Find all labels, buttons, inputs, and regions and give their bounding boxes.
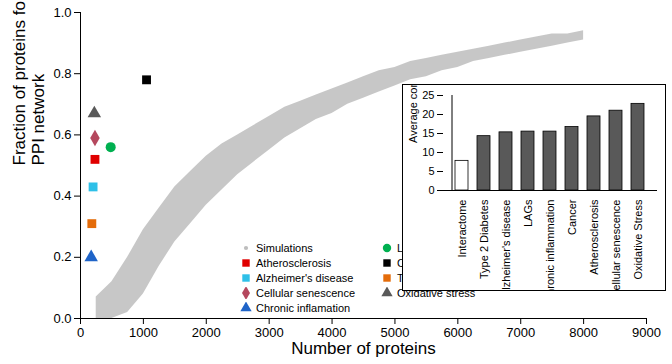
html-text:LAGs: LAGs [397, 241, 425, 254]
svg-text:7000: 7000 [506, 325, 535, 340]
svg-text:1.0: 1.0 [53, 5, 71, 20]
svg-text:Chronic inflammation: Chronic inflammation [544, 200, 556, 291]
html-text:Cancer: Cancer [397, 256, 433, 269]
svg-text:Average connectivity: Average connectivity [407, 85, 419, 143]
svg-text:Atherosclerosis: Atherosclerosis [588, 199, 600, 275]
svg-text:1000: 1000 [129, 325, 158, 340]
svg-text:Number of proteins: Number of proteins [291, 339, 436, 358]
svg-text:5000: 5000 [380, 325, 409, 340]
svg-text:Alzheimer's disease: Alzheimer's disease [500, 200, 512, 291]
svg-text:Cellular senescence: Cellular senescence [610, 200, 622, 291]
html-text:Cellular senescence: Cellular senescence [256, 286, 356, 299]
svg-text:5: 5 [428, 165, 434, 177]
svg-text:25: 25 [422, 89, 434, 101]
svg-text:9000: 9000 [632, 325, 661, 340]
svg-text:2000: 2000 [192, 325, 221, 340]
html-text:Atherosclerosis: Atherosclerosis [256, 256, 332, 269]
svg-text:0.8: 0.8 [53, 66, 71, 81]
svg-text:Interactome: Interactome [456, 200, 468, 258]
svg-text:0: 0 [77, 325, 84, 340]
svg-text:Type 2 Diabetes: Type 2 Diabetes [478, 199, 490, 279]
svg-text:0.4: 0.4 [53, 188, 71, 203]
html-text:Simulations: Simulations [256, 241, 313, 254]
svg-text:0.6: 0.6 [53, 127, 71, 142]
svg-text:LAGs: LAGs [522, 199, 534, 227]
svg-text:Cancer: Cancer [566, 199, 578, 235]
html-text:Alzheimer's disease: Alzheimer's disease [256, 271, 354, 284]
svg-text:4000: 4000 [318, 325, 347, 340]
html-text:Chronic inflamation: Chronic inflamation [256, 301, 351, 314]
svg-text:0.0: 0.0 [53, 311, 71, 326]
svg-text:15: 15 [422, 127, 434, 139]
svg-text:10: 10 [422, 146, 434, 158]
html-text:Oxidative stress: Oxidative stress [397, 286, 476, 299]
svg-text:3000: 3000 [255, 325, 284, 340]
svg-text:6000: 6000 [443, 325, 472, 340]
svg-text:0: 0 [428, 184, 434, 196]
svg-text:8000: 8000 [569, 325, 598, 340]
svg-text:Fraction of proteins forming a: Fraction of proteins forming aPPI networ… [10, 0, 48, 166]
html-text:Type 2 diabetes: Type 2 diabetes [397, 271, 475, 284]
svg-text:0.2: 0.2 [53, 249, 71, 264]
svg-text:20: 20 [422, 108, 434, 120]
svg-text:Oxidative Stress: Oxidative Stress [632, 199, 644, 280]
